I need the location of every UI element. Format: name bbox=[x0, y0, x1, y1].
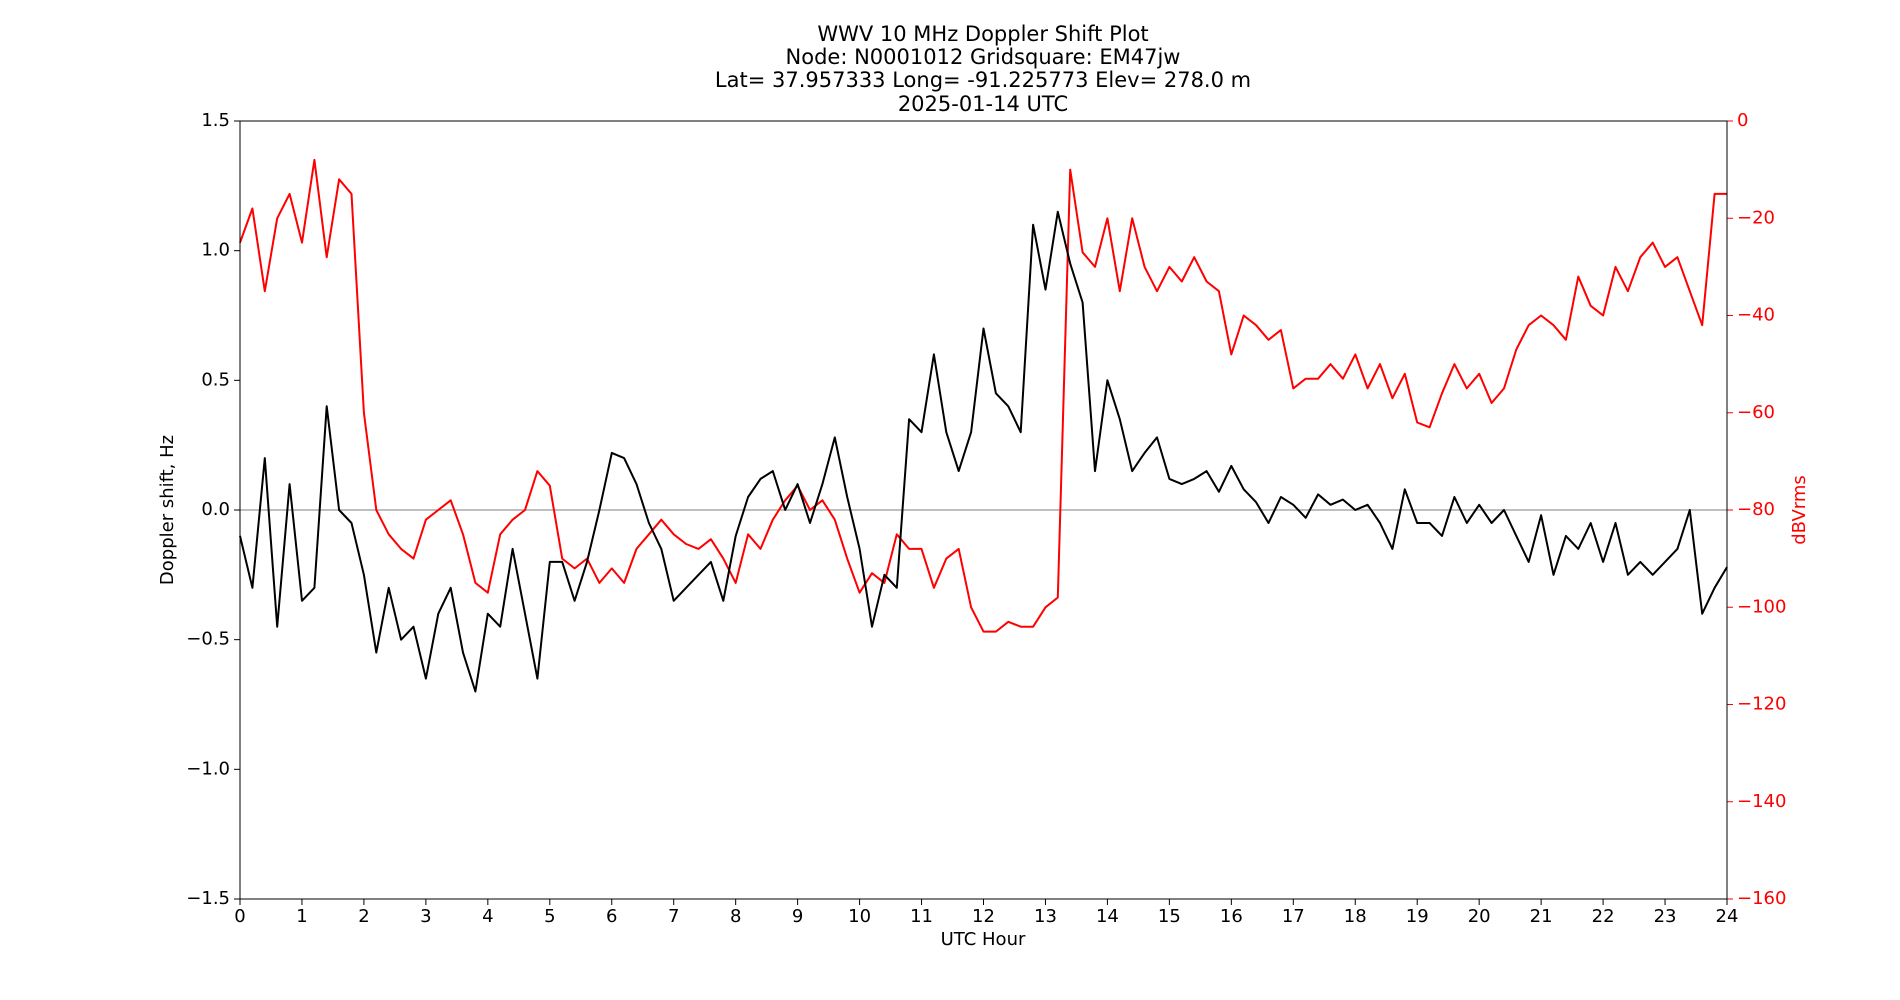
x-tick-label: 16 bbox=[1220, 906, 1243, 927]
x-tick-label: 19 bbox=[1406, 906, 1429, 927]
x-tick-label: 15 bbox=[1158, 906, 1181, 927]
y2-tick-label: −120 bbox=[1737, 694, 1786, 715]
x-tick-label: 21 bbox=[1530, 906, 1553, 927]
chart-subtitle: Node: N0001012 Gridsquare: EM47jw bbox=[786, 45, 1181, 69]
x-tick-label: 5 bbox=[544, 906, 555, 927]
y2-tick-label: −140 bbox=[1737, 791, 1786, 812]
chart-title: WWV 10 MHz Doppler Shift Plot bbox=[817, 22, 1148, 46]
chart-subtitle: Lat= 37.957333 Long= -91.225773 Elev= 27… bbox=[715, 68, 1251, 92]
x-tick-label: 12 bbox=[972, 906, 995, 927]
x-tick-label: 6 bbox=[606, 906, 617, 927]
x-tick-label: 0 bbox=[234, 906, 245, 927]
x-tick-label: 17 bbox=[1282, 906, 1305, 927]
y-tick-label: 1.5 bbox=[201, 110, 230, 131]
x-tick-label: 10 bbox=[848, 906, 871, 927]
x-tick-label: 20 bbox=[1468, 906, 1491, 927]
y2-tick-label: 0 bbox=[1737, 110, 1748, 131]
y-tick-label: 0.0 bbox=[201, 499, 230, 520]
x-tick-label: 8 bbox=[730, 906, 741, 927]
y2-tick-label: −160 bbox=[1737, 888, 1786, 909]
data-line bbox=[239, 210, 1728, 693]
x-tick-label: 24 bbox=[1716, 906, 1739, 927]
y-tick-label: 0.5 bbox=[201, 369, 230, 390]
y-tick-label: −1.0 bbox=[186, 758, 230, 779]
y2-tick-label: −40 bbox=[1737, 305, 1775, 326]
y2-axis-label: dBVrms bbox=[1789, 475, 1810, 545]
x-tick-label: 7 bbox=[668, 906, 679, 927]
x-tick-label: 14 bbox=[1096, 906, 1119, 927]
x-tick-label: 9 bbox=[792, 906, 803, 927]
x-tick-label: 22 bbox=[1592, 906, 1615, 927]
x-tick-label: 1 bbox=[296, 906, 307, 927]
y-axis-label: Doppler shift, Hz bbox=[157, 435, 178, 585]
y-tick-label: −0.5 bbox=[186, 629, 230, 650]
x-axis-label: UTC Hour bbox=[941, 929, 1026, 950]
x-tick-label: 3 bbox=[420, 906, 431, 927]
data-line bbox=[239, 158, 1727, 633]
y2-tick-label: −20 bbox=[1737, 207, 1775, 228]
plot-frame bbox=[239, 120, 1728, 900]
y2-tick-label: −100 bbox=[1737, 596, 1786, 617]
x-tick-label: 23 bbox=[1654, 906, 1677, 927]
y2-tick-label: −80 bbox=[1737, 499, 1775, 520]
x-tick-label: 13 bbox=[1034, 906, 1057, 927]
x-tick-label: 11 bbox=[910, 906, 933, 927]
y2-tick-label: −60 bbox=[1737, 402, 1775, 423]
x-tick-label: 2 bbox=[358, 906, 369, 927]
x-tick-label: 18 bbox=[1344, 906, 1367, 927]
x-tick-label: 4 bbox=[482, 906, 493, 927]
y-tick-label: −1.5 bbox=[186, 888, 230, 909]
y-tick-label: 1.0 bbox=[201, 240, 230, 261]
chart-subtitle: 2025-01-14 UTC bbox=[898, 92, 1068, 116]
